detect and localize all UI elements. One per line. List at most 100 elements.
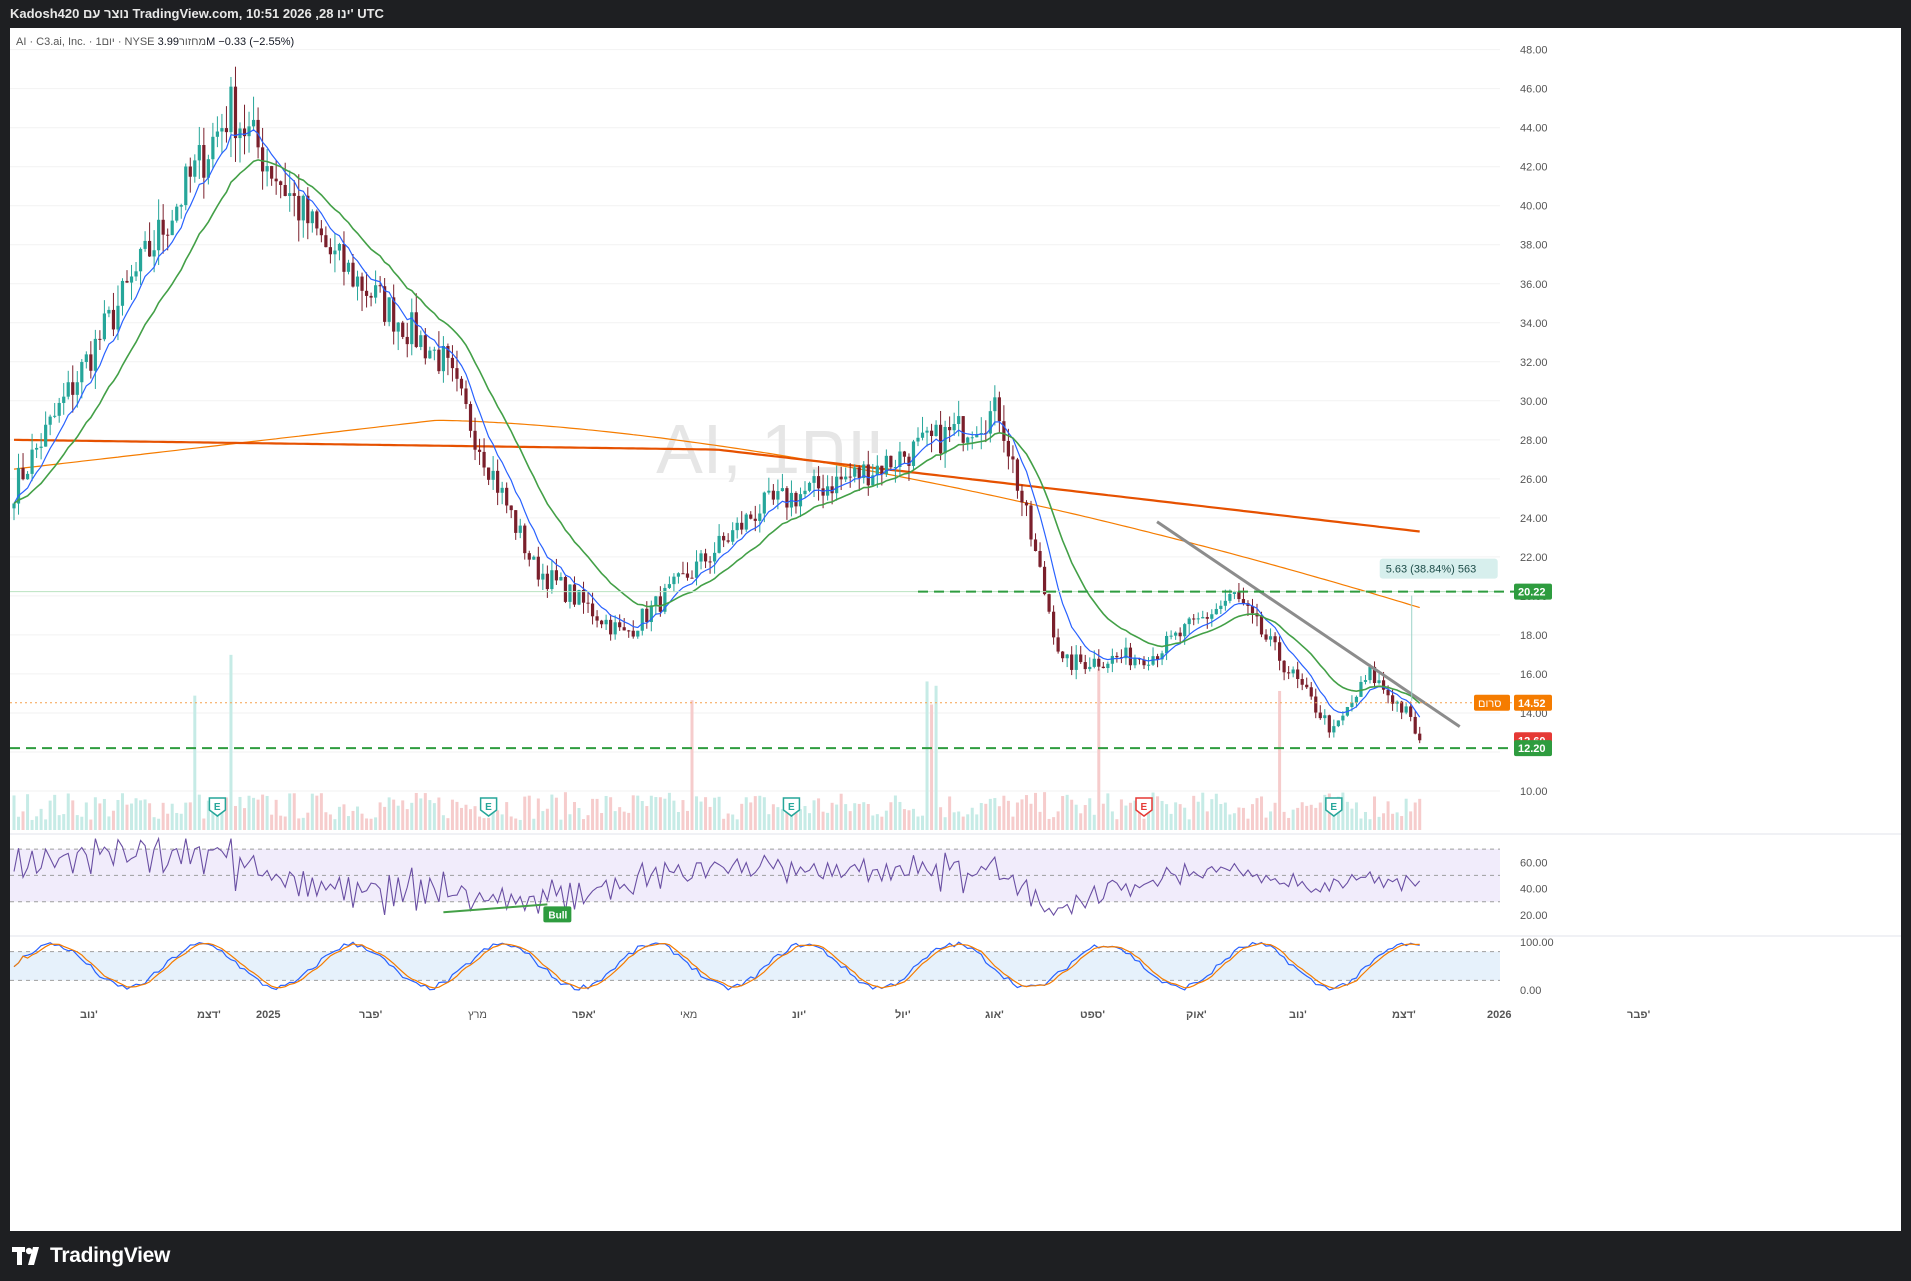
price-tick-label: 24.00 bbox=[1520, 513, 1548, 525]
time-tick-label: מאי bbox=[680, 1009, 697, 1021]
candle-body bbox=[532, 556, 536, 560]
earnings-marker-label: E bbox=[788, 802, 795, 813]
candle-body bbox=[324, 235, 328, 248]
candle-body bbox=[1196, 618, 1200, 620]
candle-body bbox=[1404, 706, 1408, 713]
volume-bar bbox=[157, 818, 161, 830]
current-price-name: סרום bbox=[1478, 698, 1501, 710]
candle-body bbox=[1020, 490, 1024, 503]
candle-body bbox=[1391, 695, 1395, 704]
volume-bar bbox=[1391, 813, 1395, 830]
candle-body bbox=[414, 312, 418, 347]
candle-body bbox=[518, 525, 522, 533]
candle-body bbox=[676, 573, 681, 577]
candle-body bbox=[794, 492, 798, 507]
volume-bar bbox=[1092, 814, 1096, 830]
volume-bar bbox=[356, 806, 360, 830]
volume-bar bbox=[80, 816, 84, 830]
candle-body bbox=[197, 145, 201, 161]
volume-bar bbox=[1079, 813, 1083, 830]
volume-bar bbox=[71, 800, 75, 830]
volume-bar bbox=[916, 816, 920, 830]
candle-body bbox=[690, 577, 694, 579]
candle-body bbox=[586, 602, 590, 604]
candle-body bbox=[215, 131, 219, 137]
candle-body bbox=[184, 166, 188, 206]
candle-body bbox=[550, 570, 554, 590]
candle-body bbox=[654, 596, 658, 606]
volume-bar bbox=[1345, 801, 1349, 830]
volume-bar bbox=[523, 796, 527, 830]
volume-bar bbox=[1201, 792, 1205, 830]
earnings-marker bbox=[479, 797, 498, 817]
candle-body bbox=[966, 437, 970, 443]
volume-bar bbox=[577, 808, 581, 830]
volume-bar bbox=[1395, 812, 1399, 830]
candle-body bbox=[1133, 658, 1137, 666]
volume-bar bbox=[604, 795, 608, 830]
candle-body bbox=[107, 309, 111, 314]
candle-body bbox=[355, 276, 360, 287]
volume-bar bbox=[1300, 802, 1304, 830]
volume-bar bbox=[252, 797, 256, 830]
volume-bar bbox=[301, 817, 305, 830]
volume-bar bbox=[930, 704, 934, 830]
volume-bar bbox=[297, 818, 301, 830]
volume-bar bbox=[1133, 800, 1137, 830]
candle-body bbox=[1092, 658, 1096, 667]
volume-bar bbox=[839, 793, 843, 830]
caption-text: Kadosh420 נוצר עם TradingView.com, 10:51… bbox=[10, 6, 384, 21]
candle-body bbox=[1300, 679, 1304, 685]
volume-bar bbox=[220, 801, 224, 830]
time-tick-label: 2025 bbox=[256, 1009, 280, 1021]
volume-bar bbox=[1314, 807, 1318, 830]
volume-bar bbox=[898, 801, 902, 830]
time-tick-label: נוב' bbox=[80, 1009, 98, 1021]
volume-bar bbox=[274, 799, 278, 830]
price-tick-label: 30.00 bbox=[1520, 396, 1548, 408]
volume-bar bbox=[749, 802, 753, 830]
candle-body bbox=[898, 451, 902, 468]
volume-bar bbox=[89, 819, 93, 830]
chart-svg[interactable]: 48.00 46.00 44.00 42.00 40.00 38.00 36.00 34.00… bbox=[10, 28, 1901, 1231]
volume-bar bbox=[428, 800, 432, 830]
volume-bar bbox=[735, 819, 739, 830]
candle-body bbox=[1061, 651, 1065, 659]
candle-body bbox=[667, 584, 671, 588]
candle-body bbox=[1056, 637, 1060, 652]
volume-bar bbox=[66, 793, 70, 830]
volume-bar bbox=[1124, 805, 1128, 830]
candle-body bbox=[1047, 594, 1051, 612]
candle-body bbox=[116, 305, 120, 330]
volume-bar bbox=[396, 805, 400, 830]
volume-bar bbox=[568, 814, 572, 830]
volume-bar bbox=[1260, 796, 1264, 830]
chart-panel[interactable]: 48.00 46.00 44.00 42.00 40.00 38.00 36.00 34.00… bbox=[10, 28, 1901, 1231]
candle-body bbox=[482, 451, 486, 468]
candle-body bbox=[477, 449, 482, 452]
volume-bar bbox=[469, 809, 473, 830]
volume-bar bbox=[554, 797, 558, 830]
candle-body bbox=[694, 561, 699, 578]
volume-bar bbox=[717, 796, 721, 830]
volume-bar bbox=[306, 812, 310, 830]
volume-bar bbox=[758, 795, 762, 830]
candle-body bbox=[265, 166, 269, 172]
candle-body bbox=[1128, 647, 1133, 666]
candle-body bbox=[848, 476, 852, 478]
candle-body bbox=[473, 430, 477, 450]
volume-bar bbox=[93, 797, 97, 830]
volume-bar bbox=[939, 807, 943, 830]
candle-body bbox=[685, 573, 690, 578]
candle-body bbox=[961, 416, 965, 443]
candle-body bbox=[1011, 456, 1015, 460]
candle-body bbox=[1268, 636, 1273, 640]
volume-bar bbox=[853, 803, 857, 830]
tradingview-logo[interactable]: TradingView bbox=[12, 1243, 170, 1269]
volume-bar bbox=[1034, 792, 1038, 830]
candle-body bbox=[1291, 669, 1295, 674]
candle-body bbox=[111, 309, 116, 330]
candle-body bbox=[220, 128, 224, 132]
candle-body bbox=[98, 338, 102, 340]
candle-body bbox=[816, 476, 821, 489]
